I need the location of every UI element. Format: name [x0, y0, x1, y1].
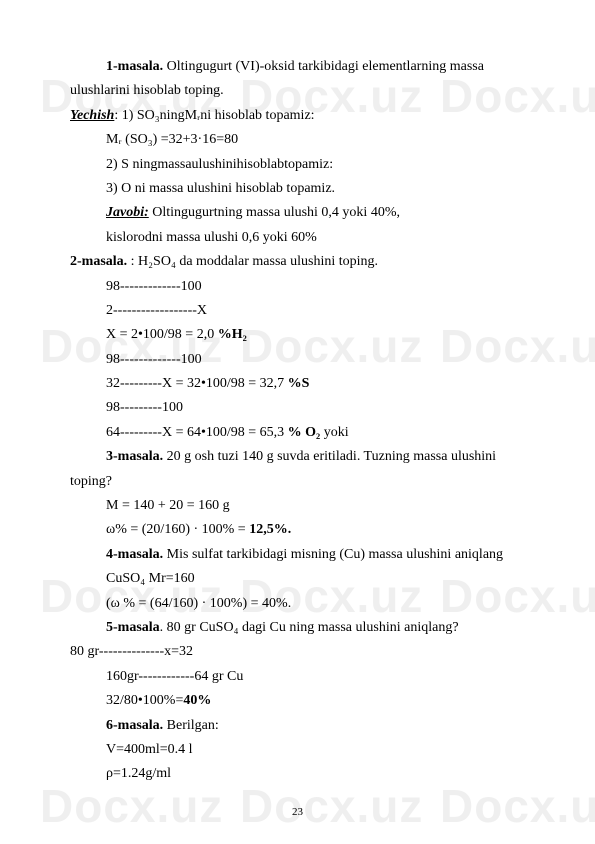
text-line: 98-------------100: [70, 349, 525, 371]
text-line: ulushlarini hisoblab toping.: [70, 80, 525, 102]
text: 20 g osh tuzi 140 g suvda eritiladi. Tuz…: [163, 449, 496, 464]
text-line: V=400ml=0.4 l: [70, 739, 525, 761]
text: 32---------X = 32•100/98 = 32,7: [106, 376, 288, 391]
page-number: 23: [292, 804, 303, 822]
text-line: toping?: [70, 471, 525, 493]
result: 40%: [183, 693, 211, 708]
text-line: 1-masala. Oltingugurt (VI)-oksid tarkibi…: [70, 56, 525, 78]
text: Mis sulfat tarkibidagi misning (Cu) mass…: [163, 547, 503, 562]
text-line: 2------------------X: [70, 300, 525, 322]
text-line: 5-masala. 80 gr CuSO₄ dagi Cu ning massa…: [70, 617, 525, 639]
text-line: 64---------X = 64•100/98 = 65,3 % O₂ yok…: [70, 422, 525, 444]
text-line: kislorodni massa ulushi 0,6 yoki 60%: [70, 227, 525, 249]
text: 64---------X = 64•100/98 = 65,3: [106, 425, 288, 440]
text-line: M = 140 + 20 = 160 g: [70, 495, 525, 517]
text-line: X = 2•100/98 = 2,0 %H₂: [70, 324, 525, 346]
result: %S: [288, 376, 310, 391]
text-line: 2) S ningmassaulushinihisoblabtopamiz:: [70, 154, 525, 176]
problem-label: 1-masala.: [106, 59, 163, 74]
text: : 1) SO₃ningMᵣni hisoblab topamiz:: [114, 108, 314, 123]
text-line: 3-masala. 20 g osh tuzi 140 g suvda erit…: [70, 446, 525, 468]
result: 12,5%.: [249, 522, 291, 537]
text-line: Yechish: 1) SO₃ningMᵣni hisoblab topamiz…: [70, 105, 525, 127]
problem-label: 4-masala.: [106, 547, 163, 562]
problem-label: 2-masala.: [70, 254, 127, 269]
text: X = 2•100/98 = 2,0: [106, 327, 218, 342]
text: . 80 gr CuSO₄ dagi Cu ning massa ulushin…: [160, 620, 459, 635]
text-line: 32/80•100%=40%: [70, 690, 525, 712]
result: % O₂: [288, 425, 321, 440]
heading: Yechish: [70, 108, 114, 123]
text-line: 6-masala. Berilgan:: [70, 715, 525, 737]
text-line: 98-------------100: [70, 276, 525, 298]
problem-label: 5-masala: [106, 620, 160, 635]
text-line: Javobi: Oltingugurtning massa ulushi 0,4…: [70, 202, 525, 224]
text-line: Mᵣ (SO₃) =32+3·16=80: [70, 129, 525, 151]
text: ω% = (20/160) · 100% =: [106, 522, 249, 537]
text-line: ρ=1.24g/ml: [70, 763, 525, 785]
text-line: 32---------X = 32•100/98 = 32,7 %S: [70, 373, 525, 395]
text: : H₂SO₄ da moddalar massa ulushini topin…: [127, 254, 378, 269]
text-line: 3) O ni massa ulushini hisoblab topamiz.: [70, 178, 525, 200]
text-line: 98---------100: [70, 397, 525, 419]
text-line: ω% = (20/160) · 100% = 12,5%.: [70, 519, 525, 541]
problem-label: 6-masala.: [106, 718, 163, 733]
text-line: 2-masala. : H₂SO₄ da moddalar massa ulus…: [70, 251, 525, 273]
text-line: 4-masala. Mis sulfat tarkibidagi misning…: [70, 544, 525, 566]
text: yoki: [320, 425, 348, 440]
text-line: CuSO₄ Mr=160: [70, 568, 525, 590]
text-line: (ω % = (64/160) · 100%) = 40%.: [70, 593, 525, 615]
problem-label: 3-masala.: [106, 449, 163, 464]
text: Oltingugurt (VI)-oksid tarkibidagi eleme…: [163, 59, 484, 74]
text-line: 80 gr--------------x=32: [70, 641, 525, 663]
text: Berilgan:: [163, 718, 219, 733]
result: %H₂: [218, 327, 247, 342]
text: 32/80•100%=: [106, 693, 183, 708]
document-content: 1-masala. Oltingugurt (VI)-oksid tarkibi…: [70, 56, 525, 786]
text: Oltingugurtning massa ulushi 0,4 yoki 40…: [149, 205, 400, 220]
heading: Javobi:: [106, 205, 149, 220]
text-line: 160gr------------64 gr Cu: [70, 666, 525, 688]
